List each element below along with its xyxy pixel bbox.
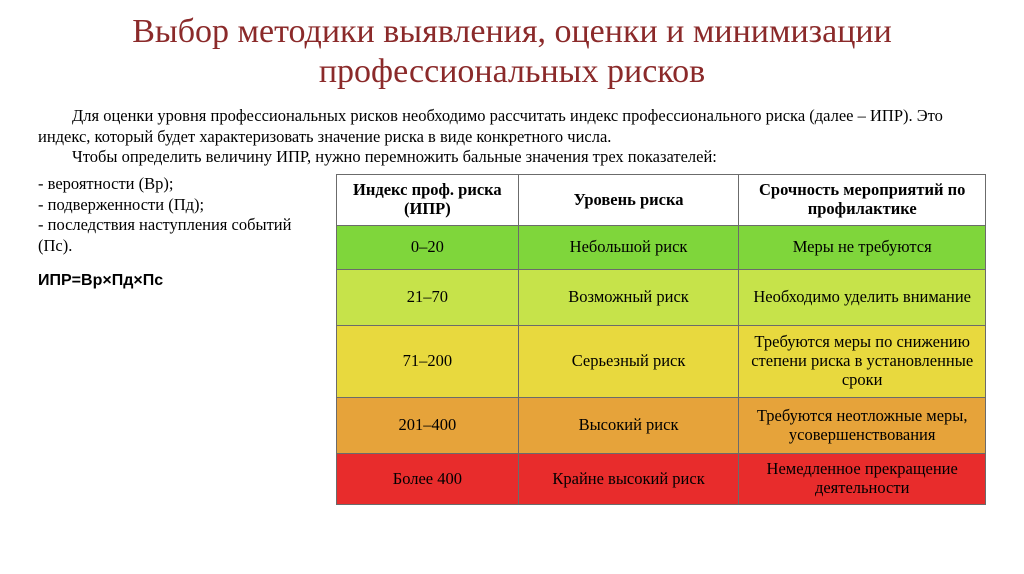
factor-consequence: - последствия наступления событий (Пс). xyxy=(38,215,318,256)
table-row: 71–200Серьезный рискТребуются меры по сн… xyxy=(337,326,986,398)
cell-urgency: Необходимо уделить внимание xyxy=(739,270,986,326)
th-ipr: Индекс проф. риска (ИПР) xyxy=(337,175,519,226)
intro-p2: Чтобы определить величину ИПР, нужно пер… xyxy=(38,147,986,168)
cell-ipr: 0–20 xyxy=(337,226,519,270)
cell-urgency: Немедленное прекращение деятельности xyxy=(739,454,986,505)
table-row: 201–400Высокий рискТребуются неотложные … xyxy=(337,398,986,454)
table-header-row: Индекс проф. риска (ИПР) Уровень риска С… xyxy=(337,175,986,226)
cell-level: Серьезный риск xyxy=(518,326,739,398)
factors-list: - вероятности (Вр); - подверженности (Пд… xyxy=(38,174,318,291)
intro-text: Для оценки уровня профессиональных риско… xyxy=(38,106,986,168)
intro-p1: Для оценки уровня профессиональных риско… xyxy=(38,106,986,147)
cell-level: Высокий риск xyxy=(518,398,739,454)
cell-level: Небольшой риск xyxy=(518,226,739,270)
th-level: Уровень риска xyxy=(518,175,739,226)
cell-urgency: Требуются неотложные меры, усовершенство… xyxy=(739,398,986,454)
cell-urgency: Меры не требуются xyxy=(739,226,986,270)
risk-table: Индекс проф. риска (ИПР) Уровень риска С… xyxy=(336,174,986,505)
page-title: Выбор методики выявления, оценки и миним… xyxy=(38,12,986,92)
cell-urgency: Требуются меры по снижению степени риска… xyxy=(739,326,986,398)
table-row: 21–70Возможный рискНеобходимо уделить вн… xyxy=(337,270,986,326)
table-row: 0–20Небольшой рискМеры не требуются xyxy=(337,226,986,270)
cell-ipr: 201–400 xyxy=(337,398,519,454)
ipr-formula: ИПР=Вр×Пд×Пс xyxy=(38,271,318,291)
th-urgency: Срочность мероприятий по профилактике xyxy=(739,175,986,226)
cell-level: Возможный риск xyxy=(518,270,739,326)
cell-ipr: Более 400 xyxy=(337,454,519,505)
cell-ipr: 21–70 xyxy=(337,270,519,326)
factor-probability: - вероятности (Вр); xyxy=(38,174,318,195)
factor-exposure: - подверженности (Пд); xyxy=(38,195,318,216)
cell-ipr: 71–200 xyxy=(337,326,519,398)
table-row: Более 400Крайне высокий рискНемедленное … xyxy=(337,454,986,505)
cell-level: Крайне высокий риск xyxy=(518,454,739,505)
